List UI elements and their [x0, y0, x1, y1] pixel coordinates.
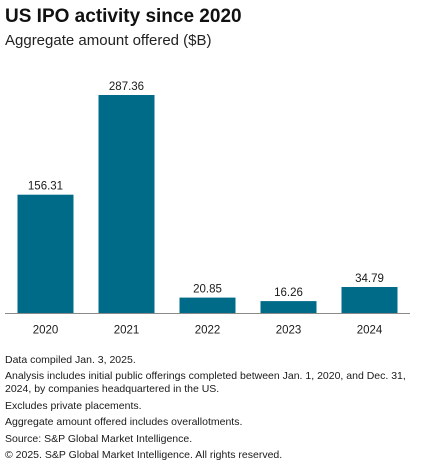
- data-label-2022: 20.85: [193, 284, 222, 296]
- chart-title: US IPO activity since 2020: [5, 6, 242, 27]
- chart-notes: Data compiled Jan. 3, 2025. Analysis inc…: [5, 354, 419, 465]
- bar-2024: [341, 287, 398, 314]
- data-label-2024: 34.79: [355, 273, 384, 285]
- bar-2021: [98, 95, 155, 314]
- x-tick-label-2021: 2021: [114, 325, 140, 337]
- data-label-2021: 287.36: [109, 81, 144, 93]
- note-exclusions: Excludes private placements.: [5, 399, 142, 412]
- x-tick-label-2022: 2022: [195, 325, 221, 337]
- bar-2020: [17, 194, 74, 314]
- bar-2023: [260, 301, 317, 314]
- note-copyright: © 2025. S&P Global Market Intelligence. …: [5, 448, 283, 461]
- data-label-2023: 16.26: [274, 287, 303, 299]
- data-label-2020: 156.31: [28, 181, 63, 193]
- note-source: Source: S&P Global Market Intelligence.: [5, 432, 193, 445]
- x-tick-label-2023: 2023: [276, 325, 302, 337]
- note-overallotments: Aggregate amount offered includes overal…: [5, 416, 243, 429]
- x-tick-label-2020: 2020: [33, 325, 59, 337]
- chart-subtitle: Aggregate amount offered ($B): [5, 32, 212, 49]
- note-data-compiled: Data compiled Jan. 3, 2025.: [5, 354, 136, 366]
- note-analysis-scope: Analysis includes initial public offerin…: [5, 370, 406, 396]
- bar-2022: [179, 297, 236, 314]
- x-tick-label-2024: 2024: [357, 325, 383, 337]
- bar-chart: 156.31 2020 287.36 2021 20.85 2022 16.26 2023 34…: [5, 81, 410, 337]
